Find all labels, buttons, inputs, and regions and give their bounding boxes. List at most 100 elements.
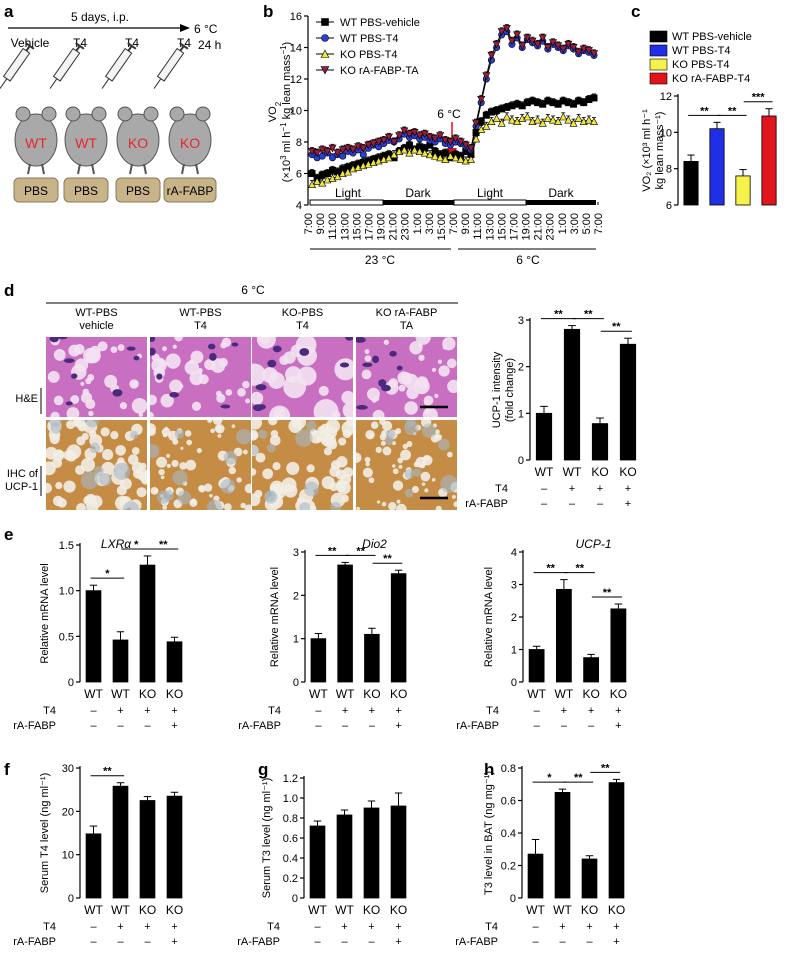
lipid-droplet bbox=[365, 429, 375, 440]
data-point bbox=[543, 114, 552, 122]
unstained-area bbox=[89, 442, 100, 454]
unstained-area bbox=[384, 435, 394, 446]
lipid-droplet bbox=[160, 393, 174, 408]
data-point bbox=[548, 115, 557, 124]
group-label: WT bbox=[308, 903, 327, 917]
data-point bbox=[329, 154, 337, 162]
y-tick-label: 4 bbox=[296, 200, 302, 212]
nucleus bbox=[169, 392, 180, 398]
y-tick-label: 6 bbox=[666, 200, 672, 212]
x-tick-label: 3:00 bbox=[424, 213, 436, 234]
lipid-droplet bbox=[129, 379, 139, 389]
lipid-droplet bbox=[252, 429, 259, 441]
lipid-droplet bbox=[46, 461, 56, 476]
y-tick-label: 0.5 bbox=[59, 631, 74, 643]
dark-bar bbox=[526, 200, 596, 205]
row-value: – bbox=[144, 936, 151, 948]
data-point bbox=[472, 119, 481, 128]
data-point bbox=[308, 170, 316, 178]
phase-label: Dark bbox=[405, 186, 431, 200]
y-tick-label: 16 bbox=[290, 11, 302, 23]
lipid-droplet bbox=[74, 344, 85, 355]
syringe-barrel bbox=[104, 47, 133, 82]
group-label: WT bbox=[526, 903, 545, 917]
data-point bbox=[359, 144, 368, 153]
group-label: KO bbox=[139, 903, 156, 917]
panel-c: c WT PBS-vehicle WT PBS-T4 KO PBS-T4 KO rA-F… bbox=[631, 2, 777, 212]
lipid-droplet bbox=[63, 480, 76, 493]
lipid-droplet bbox=[119, 402, 128, 410]
column-label: T4 bbox=[296, 320, 309, 332]
nucleus bbox=[299, 348, 310, 356]
ylabel-part: −1 bbox=[279, 45, 288, 55]
micrograph-ihc bbox=[150, 420, 251, 510]
lipid-droplet bbox=[150, 423, 156, 435]
unstained-area bbox=[299, 502, 311, 510]
micrograph-he bbox=[46, 337, 147, 417]
x-tick-label: 17:00 bbox=[508, 213, 520, 241]
nucleus bbox=[356, 405, 368, 410]
unstained-area bbox=[264, 490, 278, 504]
lipid-droplet bbox=[306, 464, 315, 473]
phase-label: Light bbox=[335, 186, 362, 200]
dark-bar bbox=[383, 200, 454, 205]
y-axis-label: Relative mRNA level bbox=[269, 567, 281, 667]
lipid-droplet bbox=[291, 420, 307, 430]
y-tick-label: 0.2 bbox=[501, 861, 516, 873]
mouse-body bbox=[14, 113, 58, 167]
mouse-icon: KO bbox=[168, 106, 212, 175]
nucleus bbox=[57, 337, 68, 340]
lipid-droplet bbox=[136, 487, 147, 498]
x-tick-label: 15:00 bbox=[436, 213, 448, 241]
lipid-droplet bbox=[437, 359, 443, 364]
pump-label: PBS bbox=[24, 184, 48, 198]
significance-label: ** bbox=[383, 553, 392, 565]
y-tick-label: 1 bbox=[293, 634, 299, 646]
y-tick-label: 0.6 bbox=[283, 833, 298, 845]
data-point bbox=[507, 115, 516, 124]
unstained-area bbox=[130, 431, 139, 440]
lipid-droplet bbox=[85, 399, 96, 410]
lipid-droplet bbox=[174, 337, 184, 342]
group-label: KO bbox=[363, 903, 380, 917]
lipid-droplet bbox=[242, 380, 250, 389]
nucleus bbox=[112, 389, 123, 397]
row-value: – bbox=[90, 720, 97, 732]
panel-letter: c bbox=[631, 2, 640, 21]
x-tick-label: 7:00 bbox=[593, 213, 605, 234]
data-point bbox=[321, 18, 329, 26]
group-label: KO bbox=[139, 687, 156, 701]
syringe-barrel bbox=[52, 47, 81, 82]
lipid-droplet bbox=[364, 349, 370, 355]
lipid-droplet bbox=[209, 493, 213, 498]
y-tick-label: 30 bbox=[62, 763, 74, 775]
pump-icon bbox=[13, 177, 59, 203]
lipid-droplet bbox=[336, 479, 346, 489]
y-tick-label: 10 bbox=[660, 127, 672, 139]
bar-chart-e3: 0 1 2 3 4 Relative mRNA level ** ** ** UCP-1 WT WT K… bbox=[456, 537, 627, 732]
lipid-droplet bbox=[370, 421, 379, 429]
x-tick-label: 19:00 bbox=[376, 213, 388, 241]
legend-swatch bbox=[649, 30, 668, 43]
group-label: WT bbox=[309, 687, 328, 701]
lipid-droplet bbox=[283, 351, 296, 364]
bar bbox=[364, 633, 380, 683]
lipid-droplet bbox=[244, 483, 251, 494]
pump-icon bbox=[163, 177, 217, 203]
lipid-droplet bbox=[383, 339, 389, 345]
data-point bbox=[313, 177, 322, 185]
lipid-droplet bbox=[451, 494, 456, 499]
legend-swatch bbox=[649, 58, 668, 71]
mouse-icon: WT bbox=[14, 106, 58, 175]
lipid-droplet bbox=[381, 501, 387, 507]
phase-label: Light bbox=[477, 186, 504, 200]
micrograph-ihc bbox=[356, 420, 457, 510]
row-value: + bbox=[586, 921, 592, 933]
lipid-droplet bbox=[97, 341, 108, 352]
lipid-droplet bbox=[397, 457, 404, 464]
y-tick-label: 0 bbox=[68, 677, 74, 689]
unstained-area bbox=[172, 470, 188, 486]
lipid-droplet bbox=[329, 482, 339, 492]
unstained-area bbox=[404, 488, 414, 498]
data-point bbox=[446, 138, 455, 147]
